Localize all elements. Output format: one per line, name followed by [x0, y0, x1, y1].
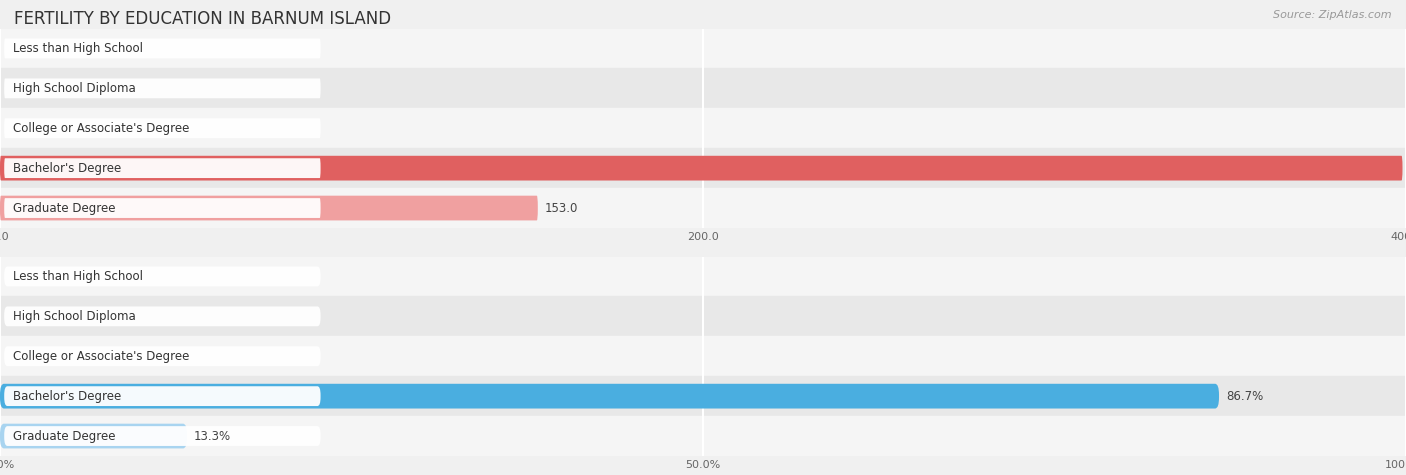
FancyBboxPatch shape — [4, 198, 321, 218]
Text: Graduate Degree: Graduate Degree — [13, 201, 115, 215]
FancyBboxPatch shape — [4, 346, 321, 366]
Text: Source: ZipAtlas.com: Source: ZipAtlas.com — [1274, 10, 1392, 19]
Bar — [0, 68, 1406, 108]
Text: College or Associate's Degree: College or Associate's Degree — [13, 122, 188, 135]
Text: Bachelor's Degree: Bachelor's Degree — [13, 390, 121, 403]
Bar — [0, 296, 1406, 336]
Text: Bachelor's Degree: Bachelor's Degree — [13, 162, 121, 175]
FancyBboxPatch shape — [4, 386, 321, 406]
Text: High School Diploma: High School Diploma — [13, 82, 135, 95]
FancyBboxPatch shape — [0, 384, 1219, 408]
Text: FERTILITY BY EDUCATION IN BARNUM ISLAND: FERTILITY BY EDUCATION IN BARNUM ISLAND — [14, 10, 391, 28]
Bar — [0, 256, 1406, 296]
Text: Graduate Degree: Graduate Degree — [13, 429, 115, 443]
FancyBboxPatch shape — [4, 158, 321, 178]
FancyBboxPatch shape — [4, 426, 321, 446]
Bar — [0, 108, 1406, 148]
Text: High School Diploma: High School Diploma — [13, 310, 135, 323]
FancyBboxPatch shape — [4, 306, 321, 326]
FancyBboxPatch shape — [0, 196, 538, 220]
FancyBboxPatch shape — [0, 156, 1403, 180]
FancyBboxPatch shape — [4, 78, 321, 98]
Text: 153.0: 153.0 — [546, 201, 578, 215]
Bar — [0, 148, 1406, 188]
FancyBboxPatch shape — [4, 266, 321, 286]
Bar — [0, 336, 1406, 376]
Bar — [0, 376, 1406, 416]
Text: 13.3%: 13.3% — [194, 429, 231, 443]
Text: Less than High School: Less than High School — [13, 42, 142, 55]
FancyBboxPatch shape — [0, 424, 187, 448]
FancyBboxPatch shape — [4, 118, 321, 138]
Bar — [0, 416, 1406, 456]
FancyBboxPatch shape — [4, 38, 321, 58]
Text: Less than High School: Less than High School — [13, 270, 142, 283]
Text: 86.7%: 86.7% — [1226, 390, 1263, 403]
Bar — [0, 188, 1406, 228]
Text: College or Associate's Degree: College or Associate's Degree — [13, 350, 188, 363]
Bar — [0, 28, 1406, 68]
